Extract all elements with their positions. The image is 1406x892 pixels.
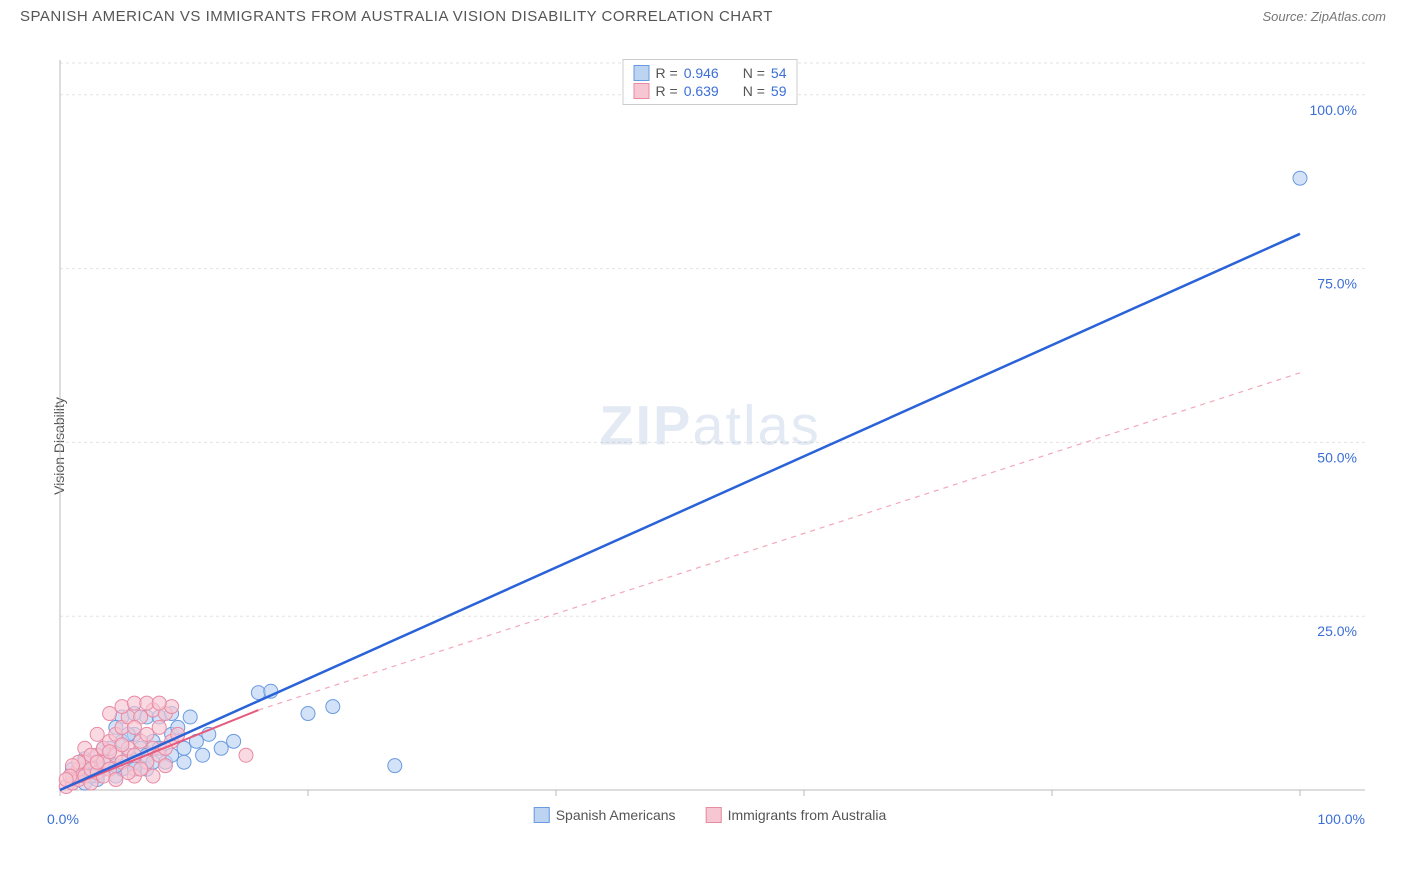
legend-series-label-2: Immigrants from Australia (728, 807, 887, 823)
legend-n-value-1: 54 (771, 65, 787, 81)
legend-swatch-blue-2 (534, 807, 550, 823)
legend-swatch-pink-2 (706, 807, 722, 823)
legend-r-value-1: 0.946 (684, 65, 719, 81)
svg-text:100.0%: 100.0% (1310, 102, 1357, 118)
legend-stats-row-1: R = 0.946 N = 54 (634, 64, 787, 82)
legend-r-value-2: 0.639 (684, 83, 719, 99)
legend-series: Spanish Americans Immigrants from Austra… (534, 807, 887, 823)
legend-series-item-2: Immigrants from Australia (706, 807, 887, 823)
legend-n-value-2: 59 (771, 83, 787, 99)
chart-source: Source: ZipAtlas.com (1262, 9, 1386, 24)
svg-text:50.0%: 50.0% (1317, 449, 1357, 465)
legend-series-label-1: Spanish Americans (556, 807, 676, 823)
x-axis-start-label: 0.0% (47, 811, 79, 827)
legend-r-label-2: R = (656, 83, 678, 99)
legend-n-label-2: N = (743, 83, 765, 99)
svg-text:75.0%: 75.0% (1317, 276, 1357, 292)
chart-title: SPANISH AMERICAN VS IMMIGRANTS FROM AUST… (20, 8, 773, 25)
chart-svg: 25.0% 50.0% 75.0% 100.0% (55, 55, 1365, 825)
legend-n-label-1: N = (743, 65, 765, 81)
legend-series-item-1: Spanish Americans (534, 807, 676, 823)
chart-header: SPANISH AMERICAN VS IMMIGRANTS FROM AUST… (0, 0, 1406, 29)
legend-r-label-1: R = (656, 65, 678, 81)
legend-swatch-blue (634, 65, 650, 81)
svg-text:25.0%: 25.0% (1317, 623, 1357, 639)
legend-stats-row-2: R = 0.639 N = 59 (634, 82, 787, 100)
x-axis-end-label: 100.0% (1318, 811, 1365, 827)
legend-stats: R = 0.946 N = 54 R = 0.639 N = 59 (623, 59, 798, 105)
legend-swatch-pink (634, 83, 650, 99)
chart-container: 25.0%50.0%75.0%100.0% ZIPatlas R = 0.946… (55, 55, 1365, 825)
